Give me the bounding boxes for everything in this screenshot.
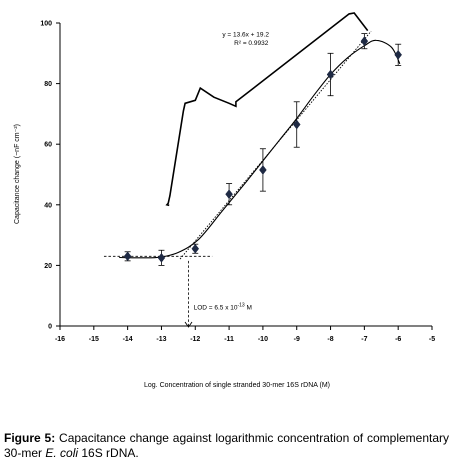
data-point <box>157 252 166 263</box>
x-tick-label: -7 <box>361 336 367 343</box>
x-tick-label: -14 <box>123 336 133 343</box>
axes <box>59 23 432 327</box>
data-point <box>292 119 301 130</box>
lod-arrowhead <box>184 321 193 328</box>
x-tick-label: -15 <box>89 336 99 343</box>
data-point <box>360 36 369 47</box>
chart: 0 20 40 60 80 100 -16 -15 -14 -13 -12 -11 -10 -9 -8 -7… <box>14 12 435 389</box>
y-axis-label: Capacitance change (−nF cm⁻²) <box>14 124 21 224</box>
caption-text-1: Capacitance change against logarithmic c… <box>4 431 449 460</box>
fit-equation: y = 13.6x + 19.2 <box>222 31 269 38</box>
fit-line <box>179 30 372 260</box>
caption-italic: E. coli <box>45 446 79 460</box>
y-tick-label: 80 <box>44 81 52 88</box>
fit-r-squared: R² = 0.9932 <box>234 40 269 47</box>
x-tick-label: -6 <box>395 336 401 343</box>
x-tick-label: -13 <box>156 336 166 343</box>
x-tick-label: -11 <box>224 336 234 343</box>
x-axis-label: Log. Concentration of single stranded 30… <box>144 382 330 389</box>
data-point <box>225 189 233 200</box>
y-tick-label: 0 <box>48 324 52 331</box>
x-tick-label: -16 <box>55 336 65 343</box>
lod-label: LOD = 6.5 x 10-13 M <box>194 302 252 311</box>
y-ticks: 0 20 40 60 80 100 <box>40 21 60 331</box>
y-tick-label: 40 <box>44 202 52 209</box>
data-point <box>259 165 267 175</box>
y-tick-label: 100 <box>40 21 52 28</box>
x-tick-label: -12 <box>190 336 200 343</box>
annotations: LOD = 6.5 x 10-13 M y = 13.6x + 19.2 R² = … <box>103 12 369 328</box>
trend-curve <box>119 39 401 259</box>
fit-line-path <box>179 30 372 260</box>
x-ticks: -16 -15 -14 -13 -12 -11 -10 -9 -8 -7 -6 -5 <box>55 326 435 343</box>
x-tick-label: -10 <box>258 336 268 343</box>
data-point <box>191 243 200 254</box>
trend-curve-path <box>119 39 401 259</box>
x-tick-label: -8 <box>327 336 333 343</box>
data-point <box>394 49 402 60</box>
regression-bracket <box>165 12 369 207</box>
y-tick-label: 60 <box>44 142 52 149</box>
data-points <box>123 33 402 266</box>
caption-text-2: 16S rDNA. <box>78 446 139 460</box>
caption-label: Figure 5: <box>4 431 56 445</box>
x-tick-label: -9 <box>294 336 300 343</box>
figure-caption: Figure 5: Capacitance change against log… <box>4 431 449 461</box>
data-point <box>326 69 335 80</box>
data-point <box>123 251 132 262</box>
x-tick-label: -5 <box>429 336 435 343</box>
y-tick-label: 20 <box>44 263 52 270</box>
